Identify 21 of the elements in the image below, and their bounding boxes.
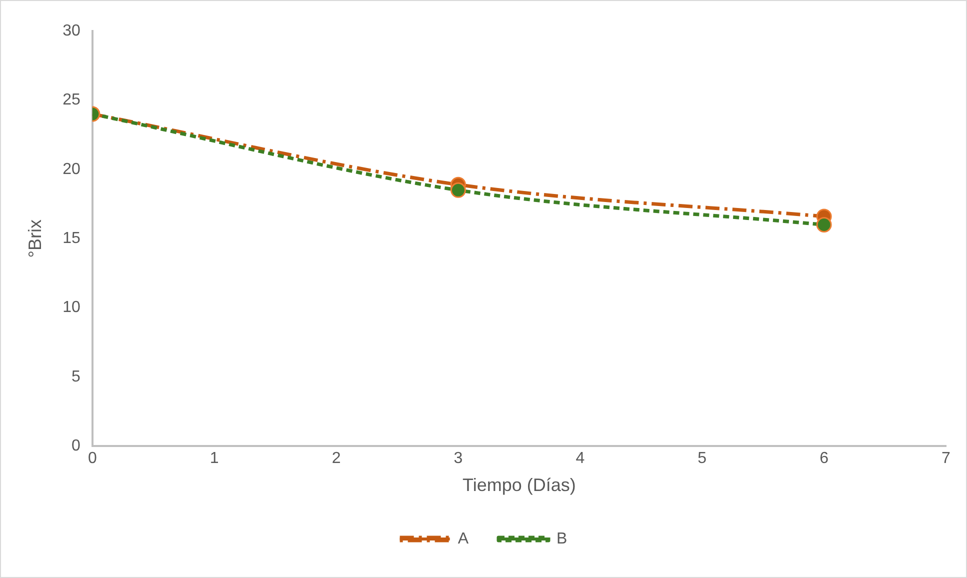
x-tick-label: 1 — [210, 450, 219, 468]
x-tick-label: 5 — [698, 450, 707, 468]
legend-label: B — [556, 530, 568, 548]
point — [816, 217, 832, 233]
x-tick-label: 7 — [942, 450, 951, 468]
x-tick-label: 4 — [576, 450, 585, 468]
y-tick-label: 5 — [71, 368, 80, 386]
y-tick-label: 30 — [62, 22, 80, 40]
x-tick-label: 3 — [454, 450, 463, 468]
x-tick-label: 6 — [820, 450, 829, 468]
legend-label: A — [458, 530, 469, 548]
x-tick-label: 0 — [88, 450, 97, 468]
x-tick-label: 2 — [332, 450, 341, 468]
y-axis-title: °Brix — [24, 220, 45, 258]
y-tick-label: 20 — [62, 160, 80, 178]
x-axis-title: Tiempo (Días) — [462, 475, 576, 496]
point — [450, 182, 466, 198]
y-tick-label: 0 — [71, 438, 80, 455]
y-tick-label: 10 — [62, 299, 80, 316]
y-tick-label: 15 — [62, 230, 80, 248]
y-tick-label: 25 — [62, 92, 80, 109]
